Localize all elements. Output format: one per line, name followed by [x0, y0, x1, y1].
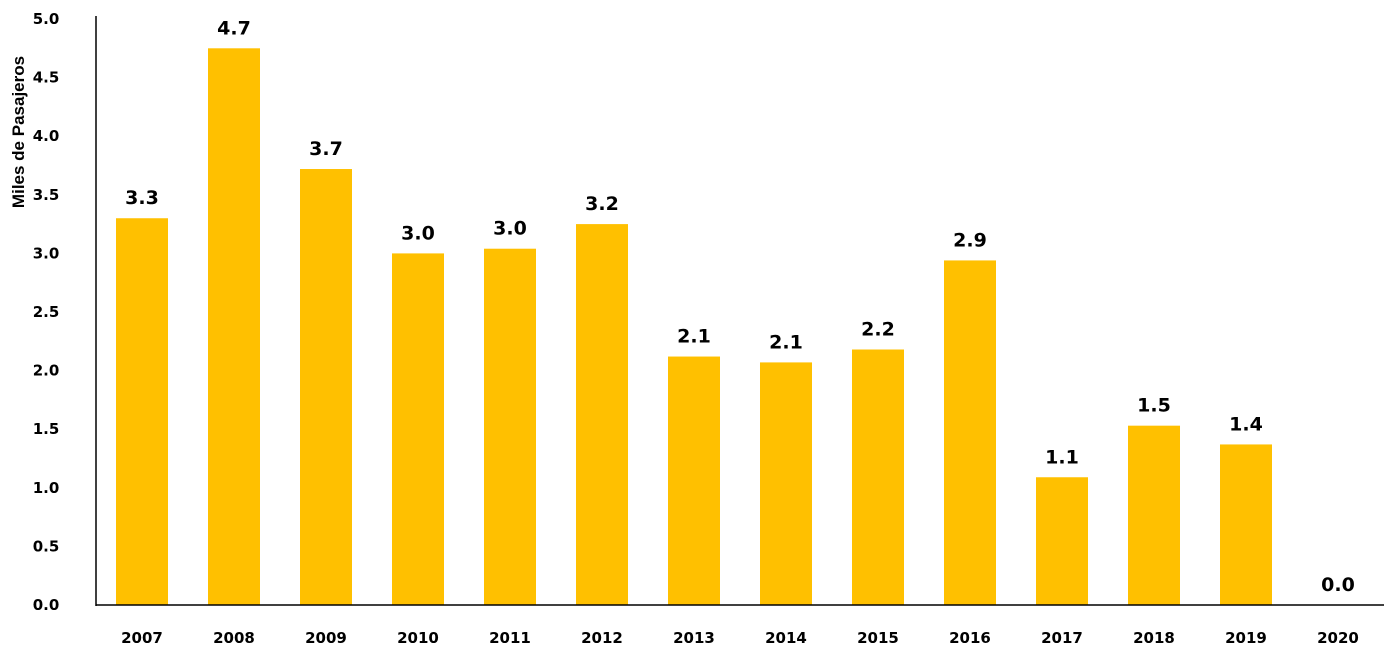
- x-tick-label-2020: 2020: [1317, 629, 1359, 647]
- bar-2010: [392, 253, 444, 605]
- data-label-2009: 3.7: [309, 138, 343, 160]
- y-tick-label-1.0: 1.0: [33, 479, 60, 497]
- bar-2009: [300, 169, 352, 605]
- x-tick-label-2017: 2017: [1041, 629, 1083, 647]
- bar-2016: [944, 260, 996, 605]
- bar-2012: [576, 224, 628, 605]
- bar-2007: [116, 218, 168, 606]
- data-label-2015: 2.2: [861, 319, 895, 341]
- data-label-2019: 1.4: [1229, 413, 1263, 435]
- bar-2017: [1036, 477, 1088, 605]
- y-tick-label-5.0: 5.0: [33, 10, 60, 28]
- data-label-2010: 3.0: [401, 222, 435, 244]
- bar-2018: [1128, 425, 1180, 605]
- y-tick-label-1.5: 1.5: [33, 420, 60, 438]
- x-tick-label-2019: 2019: [1225, 629, 1267, 647]
- data-labels-layer: 3.3 4.7 3.7 3.0 3.0 3.2 2.1 2.1 2.2 2.9 1.1 1.5 1.4 0…: [125, 17, 1355, 596]
- bar-2015: [852, 349, 904, 605]
- x-tick-label-2016: 2016: [949, 629, 991, 647]
- y-tick-label-2.5: 2.5: [33, 303, 60, 321]
- y-tick-label-4.5: 4.5: [33, 69, 60, 87]
- data-label-2011: 3.0: [493, 218, 527, 240]
- y-axis-ticks: 0.0 0.5 1.0 1.5 2.0 2.5 3.0 3.5 4.0 4.5 5.0: [33, 10, 60, 614]
- x-tick-label-2010: 2010: [397, 629, 439, 647]
- x-tick-label-2009: 2009: [305, 629, 347, 647]
- y-tick-label-3.0: 3.0: [33, 244, 60, 262]
- y-tick-label-2.0: 2.0: [33, 362, 60, 380]
- bar-2013: [668, 356, 720, 605]
- data-label-2017: 1.1: [1045, 446, 1079, 468]
- data-label-2018: 1.5: [1137, 395, 1171, 417]
- x-tick-label-2008: 2008: [213, 629, 255, 647]
- bar-2011: [484, 248, 536, 605]
- x-tick-label-2014: 2014: [765, 629, 807, 647]
- y-tick-label-4.0: 4.0: [33, 127, 60, 145]
- data-label-2020: 0.0: [1321, 574, 1355, 596]
- x-tick-label-2011: 2011: [489, 629, 531, 647]
- data-label-2014: 2.1: [769, 331, 803, 353]
- y-axis-title: Miles de Pasajeros: [9, 56, 28, 208]
- x-tick-label-2015: 2015: [857, 629, 899, 647]
- data-label-2008: 4.7: [217, 17, 251, 39]
- y-tick-label-0.5: 0.5: [33, 537, 60, 555]
- bars-layer: [116, 48, 1272, 606]
- bar-2014: [760, 362, 812, 605]
- data-label-2013: 2.1: [677, 326, 711, 348]
- y-tick-label-0.0: 0.0: [33, 596, 60, 614]
- x-tick-label-2012: 2012: [581, 629, 623, 647]
- data-label-2007: 3.3: [125, 187, 159, 209]
- x-tick-label-2018: 2018: [1133, 629, 1175, 647]
- x-axis-ticks: 2007 2008 2009 2010 2011 2012 2013 2014 2015 2016…: [121, 629, 1359, 647]
- x-tick-label-2013: 2013: [673, 629, 715, 647]
- bar-2019: [1220, 444, 1272, 605]
- bar-2008: [208, 48, 260, 606]
- data-label-2016: 2.9: [953, 229, 987, 251]
- data-label-2012: 3.2: [585, 193, 619, 215]
- y-tick-label-3.5: 3.5: [33, 186, 60, 204]
- x-tick-label-2007: 2007: [121, 629, 163, 647]
